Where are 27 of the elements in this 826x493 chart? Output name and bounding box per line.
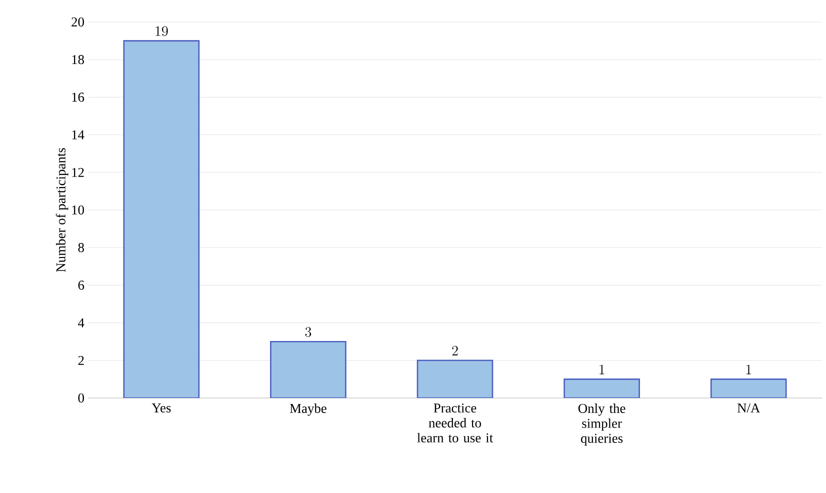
- bar: [270, 340, 346, 398]
- bar: [564, 378, 640, 398]
- y-tick-label: 4: [78, 318, 84, 328]
- y-axis-title: Number of participants: [56, 148, 68, 272]
- data-label: 1: [746, 364, 751, 374]
- data-label: 3: [305, 327, 312, 337]
- bar: [710, 378, 787, 398]
- x-tick-label: Only the simpler quieries: [578, 404, 626, 446]
- y-tick-label: 16: [72, 92, 84, 102]
- data-label: 19: [156, 26, 168, 36]
- bar: [123, 40, 200, 398]
- y-tick-label: 0: [78, 393, 84, 403]
- x-tick-label: Practice needed to learn to use it: [417, 404, 494, 442]
- data-label: 1: [600, 364, 604, 374]
- y-tick-label: 2: [78, 356, 84, 365]
- data-label: 2: [452, 346, 458, 356]
- x-tick-label: Maybe: [290, 404, 326, 416]
- y-tick-label: 12: [72, 168, 84, 177]
- x-tick-label: Yes: [152, 404, 171, 412]
- y-tick-label: 6: [78, 280, 84, 290]
- x-tick-label: N/A: [737, 404, 760, 413]
- bar: [416, 360, 494, 398]
- y-tick-label: 10: [72, 205, 84, 215]
- y-tick-label: 14: [72, 130, 84, 140]
- y-tick-label: 20: [72, 17, 84, 27]
- y-tick-label: 8: [78, 243, 84, 252]
- y-tick-label: 18: [72, 55, 84, 64]
